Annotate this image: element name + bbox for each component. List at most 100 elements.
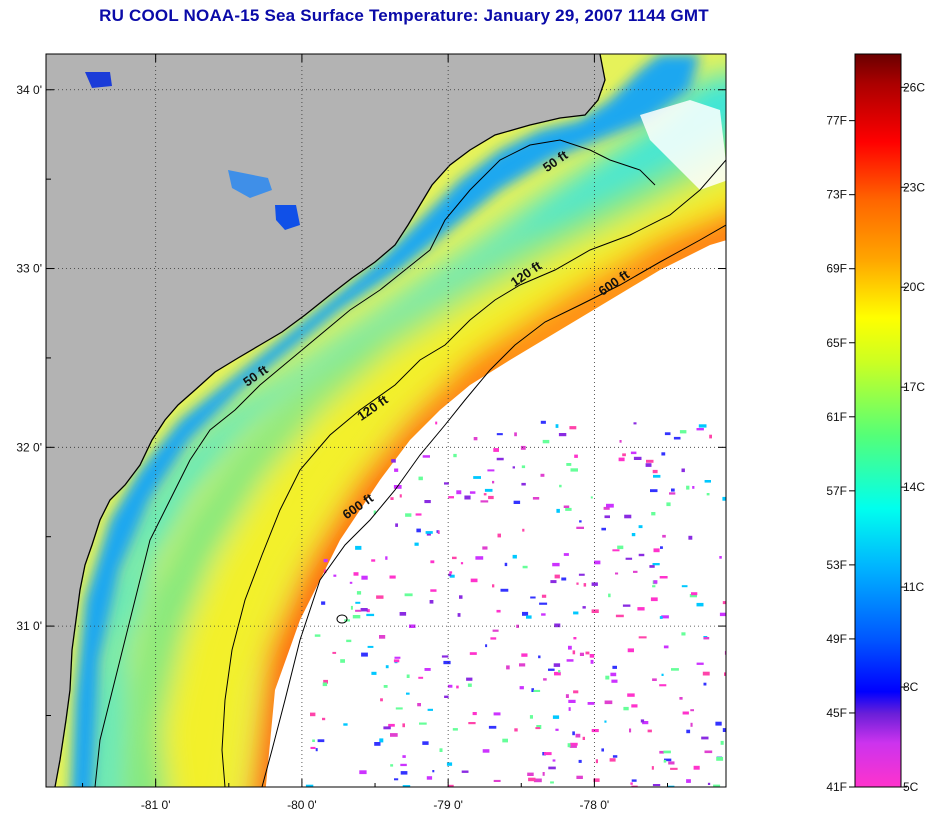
sst-pixel — [353, 572, 359, 576]
sst-pixel — [646, 459, 654, 463]
sst-pixel — [446, 762, 453, 766]
sst-pixel — [500, 588, 509, 592]
sst-pixel — [671, 488, 675, 492]
sst-pixel — [488, 495, 494, 500]
sst-pixel — [631, 533, 636, 537]
sst-pixel — [642, 721, 649, 725]
sst-pixel — [585, 651, 590, 655]
sst-pixel — [323, 569, 327, 574]
sst-pixel — [469, 491, 476, 494]
sst-pixel — [527, 772, 534, 776]
sst-pixel — [696, 662, 704, 665]
sst-pixel — [573, 690, 579, 694]
sst-pixel — [582, 736, 585, 740]
sst-pixel — [661, 673, 664, 676]
colorbar-c-label: 26C — [903, 80, 925, 94]
sst-pixel — [359, 770, 367, 775]
sst-pixel — [473, 476, 481, 479]
lat-tick-label: 34 0' — [16, 83, 42, 97]
sst-pixel — [591, 729, 599, 733]
sst-pixel — [388, 723, 395, 727]
sst-pixel — [426, 532, 431, 536]
sst-pixel — [552, 759, 556, 762]
sst-pixel — [662, 534, 666, 538]
sst-pixel — [663, 645, 669, 649]
sst-pixel — [394, 656, 401, 659]
sst-pixel — [548, 766, 556, 770]
sst-pixel — [679, 697, 683, 700]
sst-pixel — [444, 482, 449, 485]
sst-pixel — [472, 712, 477, 716]
sst-pixel — [651, 766, 654, 770]
sst-pixel — [633, 422, 637, 425]
sst-pixel — [573, 611, 579, 615]
sst-pixel — [540, 420, 546, 424]
sst-pixel — [568, 645, 572, 650]
sst-pixel — [664, 758, 672, 762]
colorbar-f-label: 77F — [826, 114, 847, 128]
sst-pixel — [542, 772, 545, 776]
sst-pixel — [691, 592, 698, 596]
sst-pixel — [533, 689, 541, 692]
sst-pixel — [582, 606, 586, 609]
sst-pixel — [389, 575, 396, 579]
sst-pixel — [422, 741, 429, 745]
sst-pixel — [391, 459, 396, 463]
sst-pixel — [650, 489, 658, 493]
coastline — [54, 54, 606, 787]
sst-pixel — [360, 608, 368, 612]
sst-pixel — [554, 671, 561, 676]
sst-pixel — [610, 672, 617, 677]
sst-pixel — [426, 776, 433, 780]
sst-pixel — [340, 659, 345, 663]
sst-pixel — [536, 725, 542, 729]
sst-pixel — [604, 515, 610, 519]
sst-pixel — [554, 574, 560, 579]
sst-pixel — [627, 648, 634, 653]
sst-pixel — [390, 764, 394, 767]
sst-pixel — [591, 582, 598, 586]
sst-pixel — [583, 583, 587, 587]
lon-tick-label: -80 0' — [287, 798, 317, 812]
sst-pixel — [349, 581, 353, 584]
sst-pixel — [615, 572, 619, 575]
sst-pixel — [541, 594, 547, 598]
sst-pixel — [482, 749, 490, 753]
sst-pixel — [542, 439, 550, 444]
sst-pixel — [529, 715, 533, 719]
sst-pixel — [652, 585, 656, 588]
sst-pixel — [572, 731, 575, 736]
sst-pixel — [475, 556, 484, 560]
sst-pixel — [667, 785, 675, 787]
lon-tick-label: -81 0' — [141, 798, 171, 812]
sst-pixel — [659, 576, 668, 579]
sst-pixel — [681, 632, 686, 636]
sst-pixel — [661, 615, 669, 619]
sst-pixel — [707, 782, 711, 785]
sst-pixel — [630, 451, 637, 455]
sst-pixel — [579, 520, 582, 523]
sst-pixel — [722, 728, 726, 732]
sst-pixel — [379, 635, 386, 639]
sst-pixel — [402, 755, 406, 758]
sst-pixel — [704, 750, 713, 754]
sst-pixel — [418, 676, 424, 679]
sst-pixel — [637, 607, 645, 611]
sst-pixel — [490, 637, 497, 640]
sst-pixel — [679, 430, 687, 434]
sst-pixel — [669, 492, 676, 495]
sst-pixel — [355, 545, 362, 550]
sst-pixel — [522, 528, 525, 532]
colorbar-gradient — [854, 53, 902, 788]
sst-pixel — [603, 506, 610, 510]
sst-pixel — [566, 463, 572, 466]
sst-pixel — [627, 789, 633, 792]
sst-pixel — [355, 609, 362, 612]
sst-pixel — [587, 793, 590, 795]
sst-pixel — [422, 455, 430, 458]
sst-pixel — [663, 759, 667, 763]
sst-pixel — [652, 469, 658, 474]
sst-pixel — [727, 493, 732, 496]
sst-pixel — [447, 684, 453, 688]
